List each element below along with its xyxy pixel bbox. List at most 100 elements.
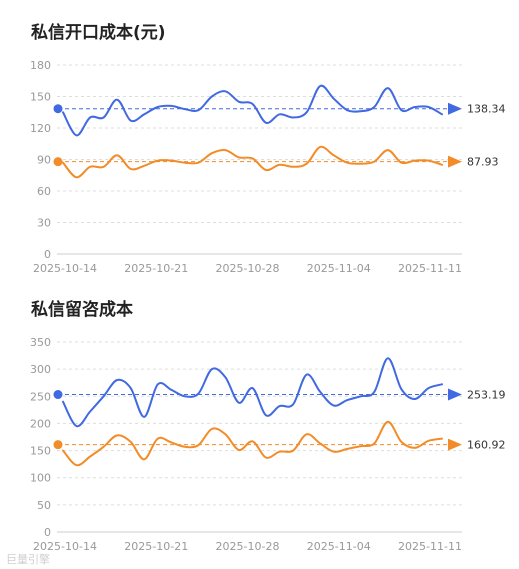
chart-open-cost: 0 30 60 90 120 150 180 2025-10-14 2025-10-21 2025…: [30, 59, 506, 275]
data-point: [428, 387, 430, 389]
reference-value-label: 160.92: [467, 439, 506, 452]
data-point: [441, 438, 443, 440]
data-point: [170, 441, 172, 443]
data-point: [143, 165, 145, 167]
data-point: [197, 393, 199, 395]
data-point: [387, 87, 389, 89]
data-point: [292, 403, 294, 405]
data-point: [116, 154, 118, 156]
data-point: [184, 446, 186, 448]
data-point: [279, 451, 281, 453]
data-point: [265, 414, 267, 416]
x-tick-label: 2025-10-14: [33, 262, 97, 275]
data-point: [211, 368, 213, 370]
reference-start-dot: [53, 390, 63, 400]
data-point: [103, 446, 105, 448]
data-point: [414, 398, 416, 400]
data-point: [292, 450, 294, 452]
series-line: [62, 357, 443, 428]
data-point: [130, 120, 132, 122]
data-point: [224, 376, 226, 378]
data-point: [197, 162, 199, 164]
series-line: [62, 84, 443, 137]
data-point: [292, 166, 294, 168]
reference-arrow-icon: [448, 155, 462, 168]
data-point: [103, 117, 105, 119]
data-point: [319, 146, 321, 148]
data-point: [116, 99, 118, 101]
data-point: [62, 450, 64, 452]
data-point: [252, 440, 254, 442]
data-point: [62, 111, 64, 113]
y-tick-label: 0: [44, 248, 51, 261]
data-point: [428, 160, 430, 162]
data-point: [211, 96, 213, 98]
data-point: [414, 447, 416, 449]
data-point: [373, 106, 375, 108]
data-point: [428, 440, 430, 442]
chart-lead-cost: 0 50 100 150 200 250 300 350 2025-10-14 2025-10-2…: [30, 336, 506, 553]
data-point: [252, 387, 254, 389]
y-tick-label: 100: [30, 472, 51, 485]
reference-value-label: 138.34: [467, 103, 506, 116]
data-point: [157, 438, 159, 440]
data-point: [265, 457, 267, 459]
x-tick-label: 2025-10-28: [216, 262, 280, 275]
data-point: [319, 85, 321, 87]
data-point: [319, 443, 321, 445]
x-tick-label: 2025-11-11: [398, 262, 462, 275]
data-point: [224, 149, 226, 151]
y-tick-label: 180: [30, 59, 51, 72]
x-tick-label: 2025-11-11: [398, 540, 462, 553]
data-point: [238, 402, 240, 404]
reference-start-dot: [53, 157, 63, 167]
data-point: [157, 106, 159, 108]
data-point: [441, 164, 443, 166]
data-point: [224, 90, 226, 92]
data-point: [400, 109, 402, 111]
series-blue: 138.34: [53, 84, 506, 137]
data-point: [428, 106, 430, 108]
data-point: [346, 399, 348, 401]
data-point: [360, 110, 362, 112]
data-point: [400, 388, 402, 390]
data-point: [387, 421, 389, 423]
data-point: [279, 405, 281, 407]
data-point: [170, 389, 172, 391]
data-point: [441, 113, 443, 115]
series-line: [62, 145, 443, 179]
data-point: [252, 103, 254, 105]
data-point: [130, 387, 132, 389]
y-tick-label: 200: [30, 417, 51, 430]
series-orange: 160.92: [53, 420, 506, 467]
y-tick-label: 30: [37, 217, 51, 230]
data-point: [184, 108, 186, 110]
data-point: [116, 434, 118, 436]
y-tick-label: 300: [30, 363, 51, 376]
reference-arrow-icon: [448, 102, 462, 115]
data-point: [306, 374, 308, 376]
data-point: [103, 166, 105, 168]
data-point: [333, 451, 335, 453]
data-point: [238, 449, 240, 451]
data-point: [89, 166, 91, 168]
data-point: [143, 458, 145, 460]
series-line: [62, 420, 443, 467]
x-tick-label: 2025-11-04: [307, 262, 371, 275]
y-tick-label: 350: [30, 336, 51, 349]
data-point: [157, 383, 159, 385]
reference-arrow-icon: [448, 438, 462, 451]
data-point: [265, 169, 267, 171]
data-point: [373, 391, 375, 393]
data-point: [414, 106, 416, 108]
data-point: [279, 113, 281, 115]
y-tick-label: 250: [30, 390, 51, 403]
data-point: [265, 122, 267, 124]
data-point: [197, 444, 199, 446]
data-point: [116, 379, 118, 381]
data-point: [319, 391, 321, 393]
data-point: [360, 163, 362, 165]
data-point: [211, 152, 213, 154]
data-point: [170, 160, 172, 162]
